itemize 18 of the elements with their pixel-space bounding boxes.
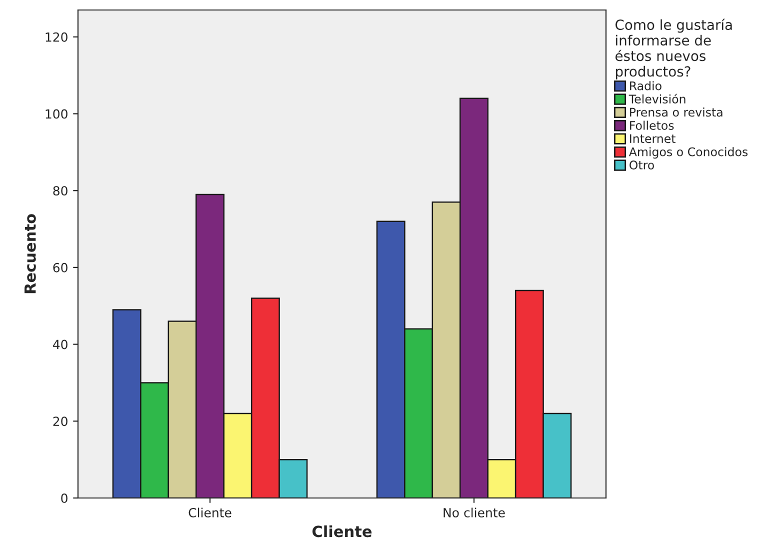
y-tick-label: 40 bbox=[52, 340, 68, 350]
y-axis-title: Recuento bbox=[24, 214, 36, 294]
legend-label: Televisión bbox=[628, 94, 686, 104]
legend-label: Prensa o revista bbox=[630, 108, 722, 117]
y-tick-label: 0 bbox=[61, 493, 68, 503]
legend-label: Folletos bbox=[630, 120, 674, 130]
legend-title: Como le gustaría informarse de éstos nuevos productos? bbox=[615, 18, 732, 80]
legend-label: Amigos o Conocidos bbox=[628, 147, 748, 159]
y-tick-label: 100 bbox=[46, 109, 68, 119]
y-tick-label: 60 bbox=[53, 262, 68, 272]
y-tick-label: 20 bbox=[53, 416, 68, 426]
legend-label: Internet bbox=[630, 134, 676, 144]
legend-label: Radio bbox=[630, 81, 662, 90]
y-tick-label: 120 bbox=[46, 32, 68, 42]
x-axis-title: Cliente bbox=[312, 525, 372, 538]
x-tick-label: No cliente bbox=[444, 508, 505, 518]
y-tick-label: 80 bbox=[53, 186, 68, 196]
legend-label: Otro bbox=[630, 160, 654, 170]
